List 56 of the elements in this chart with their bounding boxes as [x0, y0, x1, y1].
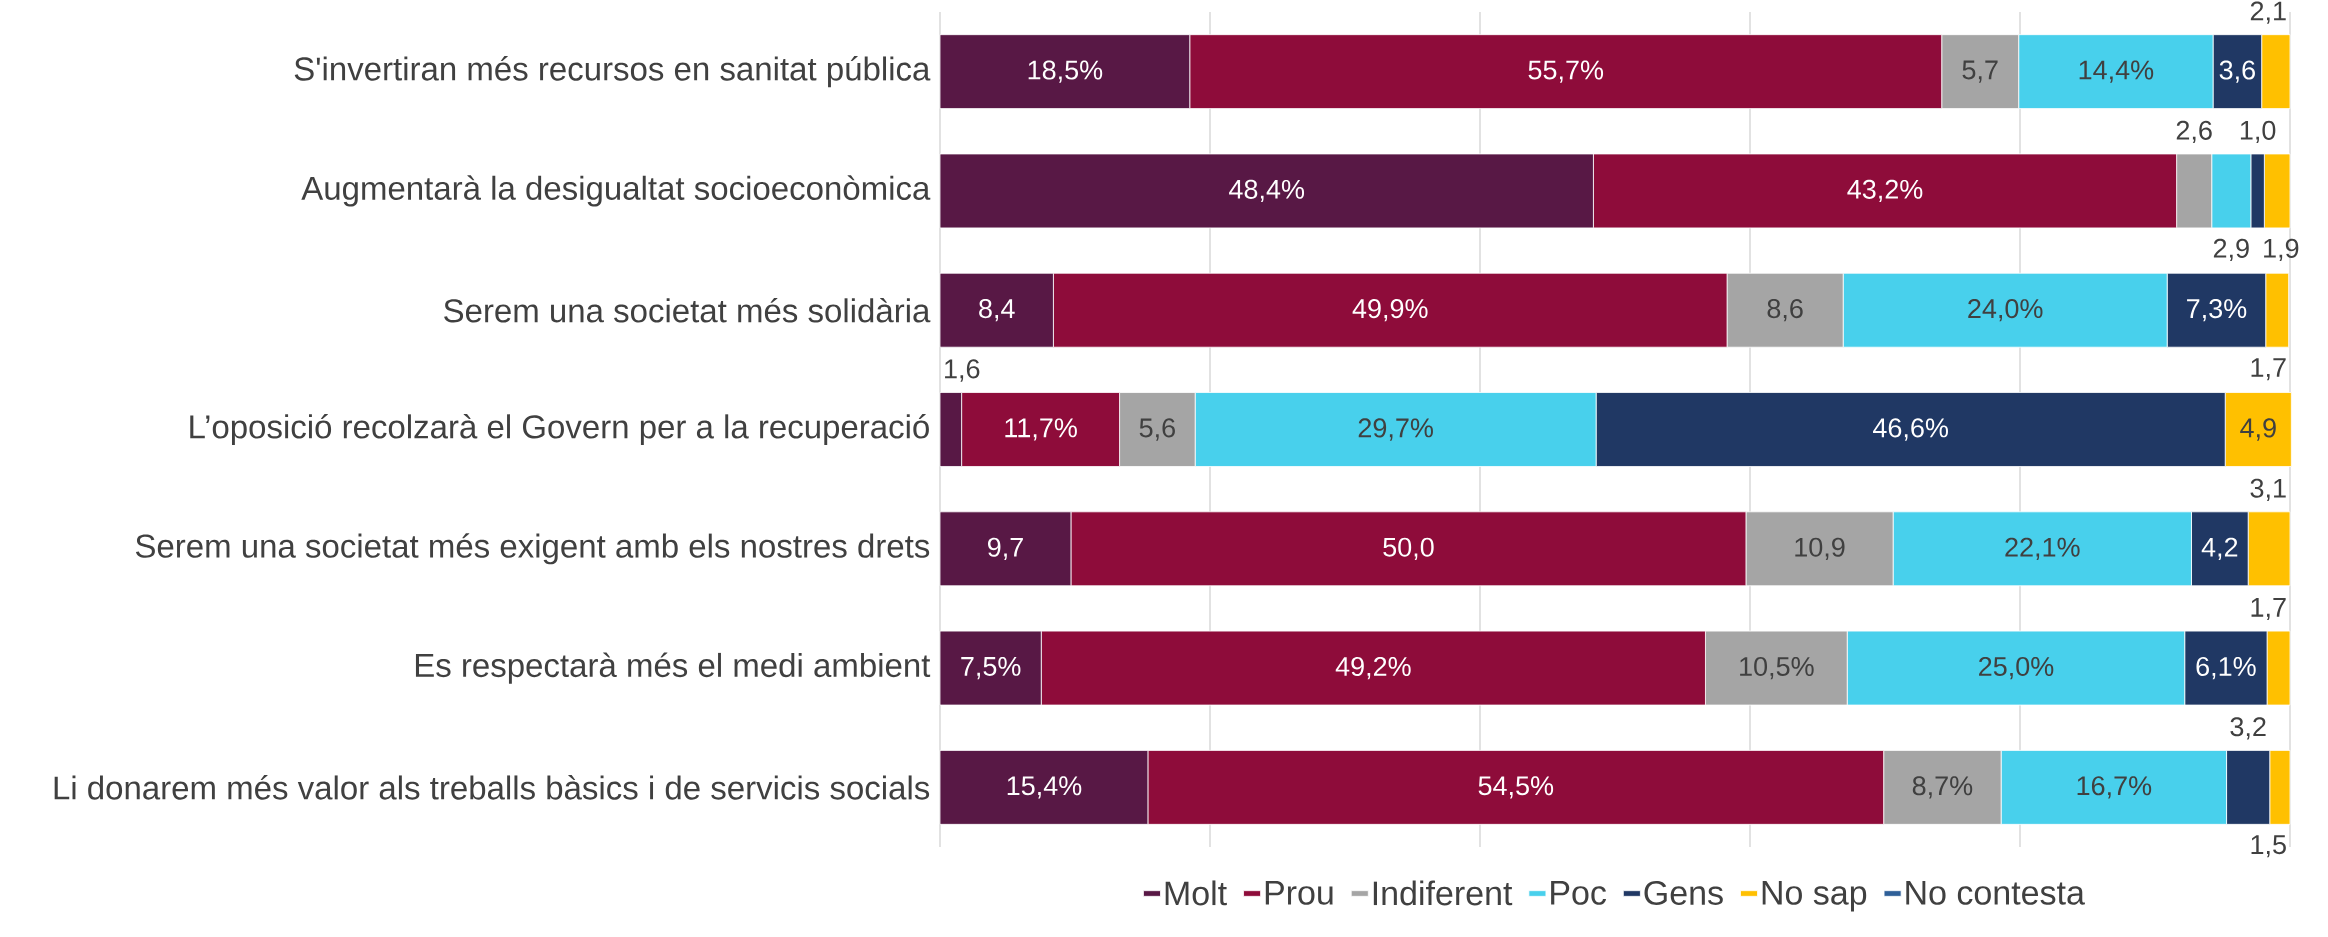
data-label: 1,7	[2251, 598, 2286, 621]
y-tick-label: Serem una societat més solidària	[444, 297, 931, 323]
legend-label: No sap	[1762, 881, 1867, 912]
data-label: 15,4%	[1007, 776, 1082, 799]
data-label: 1,6	[945, 359, 980, 382]
data-label: 18,5%	[1028, 60, 1103, 83]
data-label: 11,7%	[1005, 418, 1077, 441]
data-label: 43,2%	[1847, 179, 1923, 203]
data-label: 48,4%	[1229, 179, 1305, 203]
data-label: 3,6	[2219, 60, 2255, 83]
y-tick-label: Li donarem més valor als treballs bàsics i de servicis socials	[54, 775, 930, 800]
y-tick-label: S'invertiran més recursos en sanitat pública	[294, 56, 931, 88]
y-tick-label: Serem una societat més exigent amb els nostres drets	[135, 533, 930, 565]
data-label: 49,9%	[1352, 299, 1428, 322]
data-label: 9,7	[987, 537, 1023, 560]
data-label: 2,1	[2250, 1, 2286, 24]
data-label: 14,4%	[2079, 60, 2154, 83]
data-label: 7,5%	[961, 656, 1021, 680]
data-label: 8,4	[979, 299, 1015, 322]
y-tick-label: Augmentarà la desigualtat socioeconòmica	[301, 175, 931, 207]
data-label: 54,5%	[1478, 776, 1554, 799]
data-label: 22,1%	[2005, 537, 2080, 560]
data-label: 1,5	[2251, 835, 2286, 858]
data-label: 10,5%	[1740, 656, 1814, 680]
data-label: 29,7%	[1358, 418, 1433, 441]
y-tick-label: L’oposició recolzarà el Govern per a la recuperació	[190, 413, 929, 446]
legend-label: Molt	[1165, 880, 1227, 906]
data-label: 3,1	[2250, 478, 2286, 501]
legend-label: No contesta	[1906, 881, 2085, 905]
data-label: 7,3%	[2187, 299, 2247, 322]
data-label: 16,7%	[2077, 776, 2152, 799]
data-label: 8,6	[1767, 299, 1803, 322]
data-label: 6,1%	[2196, 656, 2256, 680]
data-label: 4,2	[2201, 537, 2238, 560]
data-label: 5,7	[1962, 60, 1998, 83]
legend-label: Prou	[1265, 881, 1333, 905]
data-label: 1,7	[2251, 358, 2286, 381]
data-label: 1,9	[2264, 238, 2299, 262]
legend-label: Indiferent	[1373, 880, 1513, 906]
data-label: 1,0	[2240, 120, 2276, 144]
data-label: 10,9	[1795, 537, 1845, 560]
y-tick-label: Es respectarà més el medi ambient	[415, 652, 931, 684]
legend-label: Gens	[1644, 880, 1723, 905]
data-label: 8,7%	[1912, 776, 1973, 799]
data-label: 4,9	[2240, 418, 2276, 441]
data-label: 5,6	[1139, 418, 1175, 441]
data-label: 49,2%	[1335, 656, 1411, 680]
data-label: 50,0	[1383, 537, 1434, 560]
data-label: 24,0%	[1968, 299, 2043, 322]
legend-label: Poc	[1551, 881, 1607, 905]
data-label: 55,7%	[1528, 60, 1604, 83]
data-label: 3,2	[2230, 717, 2266, 740]
data-label: 46,6%	[1873, 418, 1948, 441]
data-label: 2,6	[2176, 120, 2212, 144]
data-label: 25,0%	[1979, 656, 2054, 680]
data-label: 2,9	[2213, 238, 2249, 262]
